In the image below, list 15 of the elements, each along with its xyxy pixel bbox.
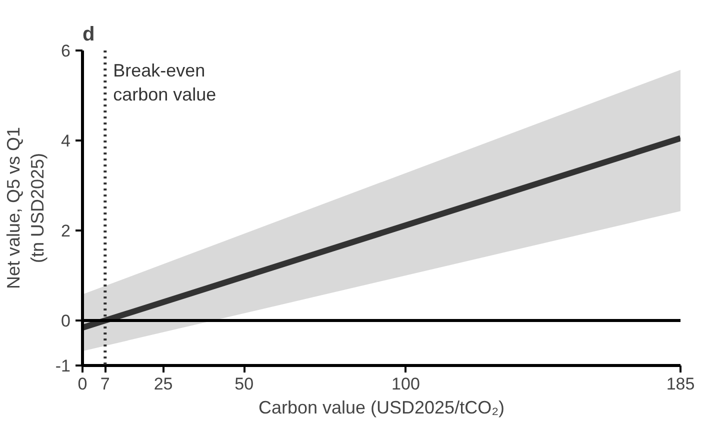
x-tick-label: 50: [234, 374, 254, 394]
chart-title: d: [82, 24, 95, 46]
y-axis-title: Net value, Q5 vs Q1 (tn USD2025): [3, 126, 48, 290]
x-tick-label: 7: [100, 374, 110, 394]
x-tick-label: 25: [154, 374, 173, 394]
y-tick-label: 2: [61, 222, 71, 240]
y-tick-label: 4: [61, 132, 71, 150]
y-tick-label: 0: [61, 312, 71, 330]
x-tick-label: 0: [78, 374, 88, 394]
x-tick-label: 185: [666, 374, 695, 394]
ref-line-label: Break-even carbon value: [113, 60, 216, 104]
x-axis-title: Carbon value (USD2025/tCO₂): [258, 398, 505, 418]
y-tick-label: 6: [61, 42, 71, 60]
x-tick-label: 100: [392, 374, 420, 394]
y-tick-label: -1: [55, 356, 71, 376]
